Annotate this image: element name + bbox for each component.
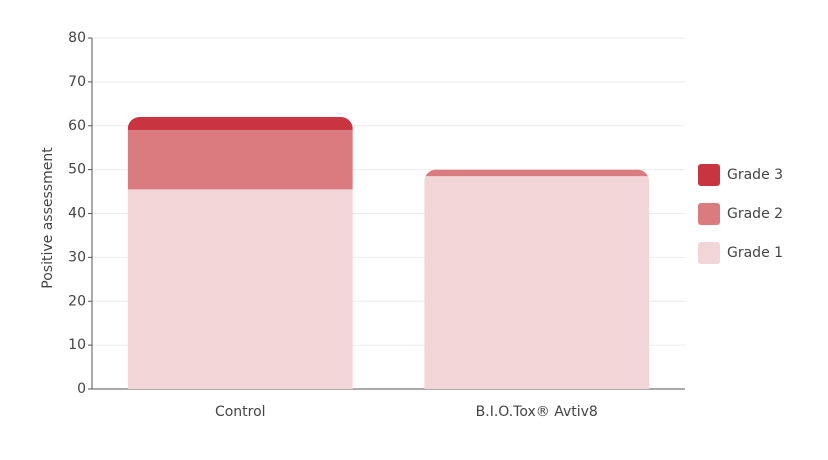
legend-swatch [698, 164, 720, 186]
legend-label: Grade 2 [727, 206, 783, 222]
bar-segment [424, 169, 650, 177]
y-tick-label: 10 [68, 337, 86, 353]
y-tick-label: 70 [68, 74, 86, 90]
legend-swatch [698, 242, 720, 264]
bar-segment [127, 130, 353, 190]
bar-stack [127, 116, 353, 389]
y-tick-label: 20 [68, 293, 86, 309]
y-tick-label: 30 [68, 249, 86, 265]
x-tick-label: Control [215, 404, 266, 420]
y-tick-label: 0 [77, 381, 86, 397]
y-tick-label: 40 [68, 206, 86, 222]
legend-label: Grade 1 [727, 245, 783, 261]
y-axis-label: Positive assessment [40, 147, 56, 289]
y-tick-label: 60 [68, 118, 86, 134]
x-tick-label: B.I.O.Tox® Avtiv8 [476, 404, 598, 420]
legend-swatch [698, 203, 720, 225]
bar-segment [127, 189, 353, 389]
y-tick-label: 50 [68, 162, 86, 178]
bar-segment [127, 116, 353, 131]
y-tick-label: 80 [68, 30, 86, 46]
bar-segment [424, 176, 650, 389]
bar-stack [424, 169, 650, 389]
legend-label: Grade 3 [727, 167, 783, 183]
